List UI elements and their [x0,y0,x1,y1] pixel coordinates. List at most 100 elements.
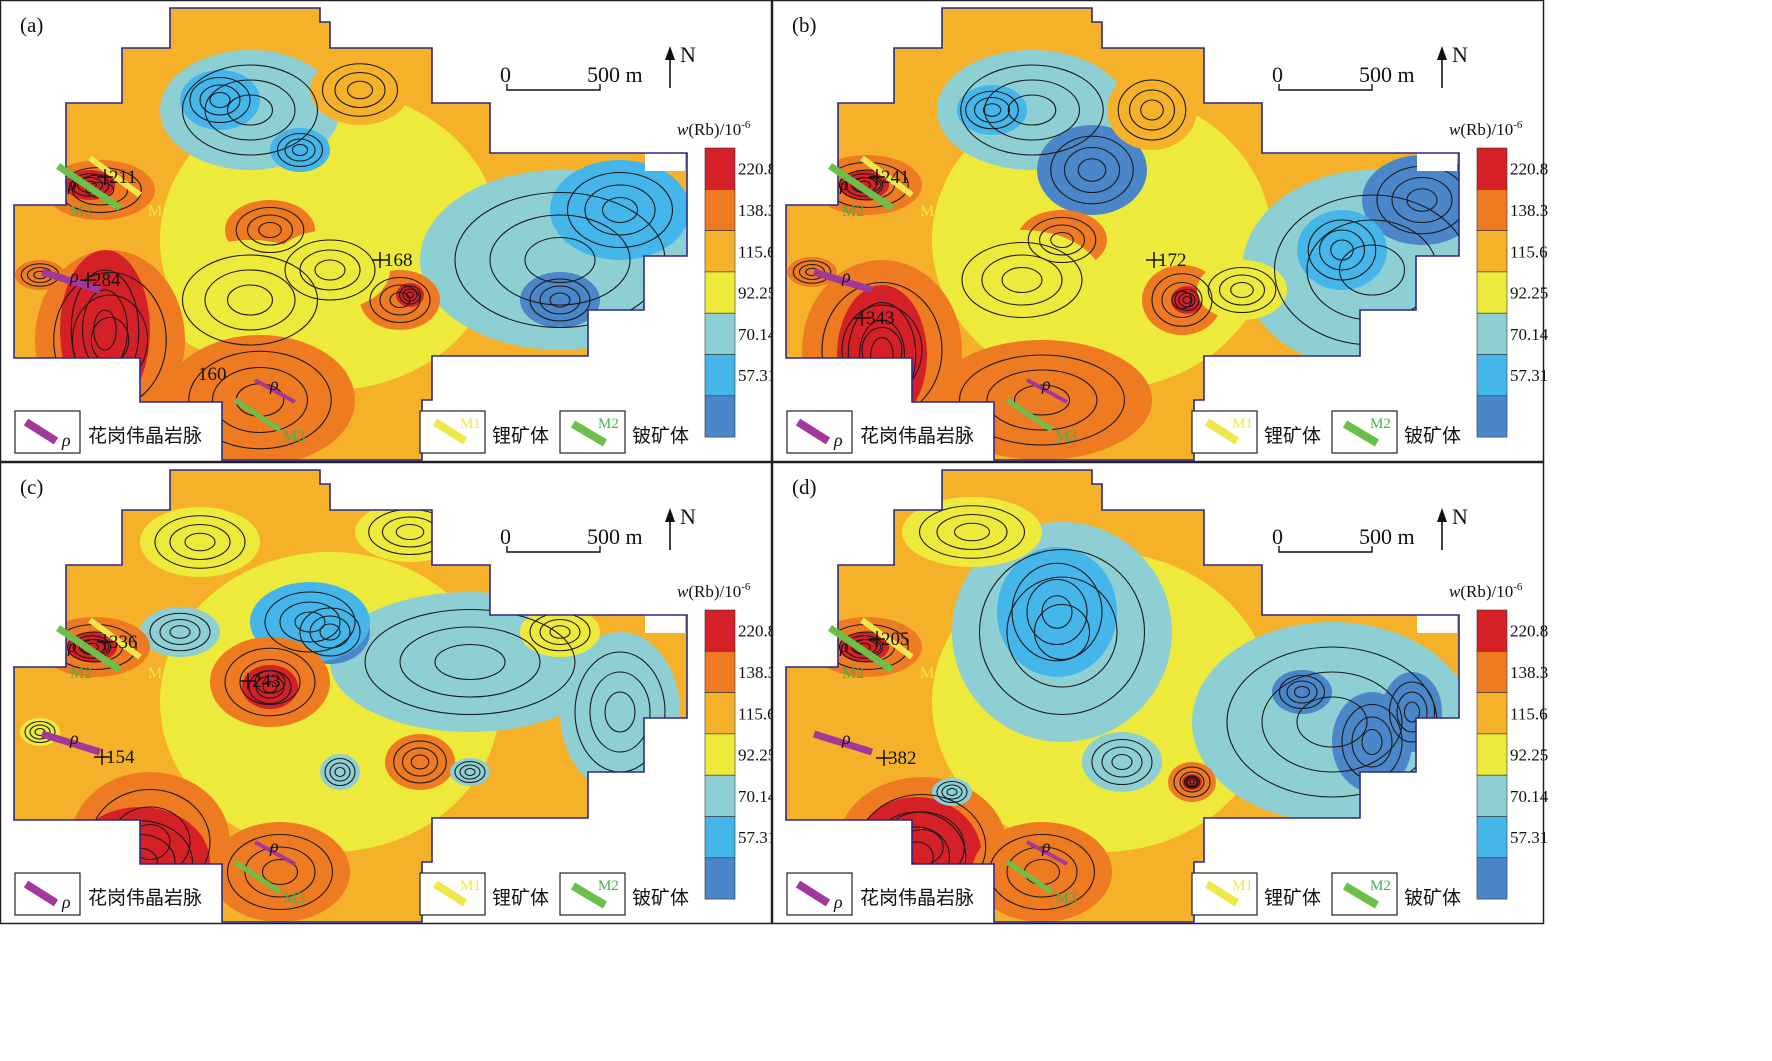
rb-contour-map [14,470,687,922]
vein-symbol: ρ [269,374,279,394]
anomaly-value: 168 [384,250,413,271]
anomaly-value: 154 [106,747,135,768]
key-lithium-label: 锂矿体 [492,425,549,447]
key-lithium: M1 锂矿体 [419,872,549,916]
legend-break-value: 57.31 [738,828,776,847]
legend-class-swatch [1476,692,1508,735]
legend-class-swatch [704,774,736,817]
svg-text:M1: M1 [460,416,481,432]
legend-class-swatch [1476,271,1508,314]
legend-class-swatch [1476,312,1508,355]
svg-text:M2: M2 [1370,878,1391,894]
legend-break-value: 115.6 [738,704,776,723]
key-pegmatite-label: 花岗伟晶岩脉 [860,425,974,447]
vein-symbol: ρ [839,636,849,656]
m3-label: M3 [1055,890,1077,907]
north-label: N [1452,42,1468,67]
legend-title: w(Rb)/10-6 [1449,119,1523,139]
key-pegmatite: ρ 花岗伟晶岩脉 [786,410,974,454]
legend-break-value: 70.14 [1510,787,1549,806]
pegmatite-vein [1026,840,1068,866]
study-area-outline [13,7,688,461]
anomaly-value: 205 [881,629,910,650]
key-pegmatite: ρ 花岗伟晶岩脉 [786,872,974,916]
legend-class-swatch [1476,651,1508,693]
legend-class-swatch [1476,816,1508,859]
m2-orebody [56,163,122,211]
anomaly-peak: 160 [198,364,227,385]
study-area-outline [785,469,1460,923]
anomaly-peak: 343 [854,308,895,329]
study-area-outline [13,469,688,923]
key-beryllium-label: 铍矿体 [632,887,689,909]
key-beryllium: M2 铍矿体 [559,872,689,916]
legend-class-swatch [1476,147,1508,190]
rb-legend: w(Rb)/10-6 220.8 138.3 115.6 92.25 70.14 57.31 [677,119,777,438]
legend-break-value: 57.31 [1510,828,1548,847]
scale-bar: 0 500 m [500,524,643,553]
m1-orebody [88,155,142,198]
scale-bar: 0 500 m [1272,524,1415,553]
legend-break-value: 57.31 [738,366,776,385]
legend-class-swatch [1476,189,1508,231]
legend-class-swatch [704,354,736,397]
m3-orebody [1005,859,1054,895]
anomaly-value: 243 [252,671,281,692]
unsampled-area [645,615,685,633]
unsampled-area [645,153,685,171]
panel-label: (b) [792,13,817,37]
m2-label: M2 [842,203,864,220]
vein-symbol: ρ [1041,836,1051,856]
legend-break-value: 220.8 [1510,622,1548,641]
legend-class-swatch [704,857,736,900]
anomaly-peak: 168 [372,250,413,271]
legend-title: w(Rb)/10-6 [677,581,751,601]
scale-start: 0 [1272,62,1283,87]
legend-class-swatch [1476,733,1508,776]
legend-class-swatch [1476,857,1508,900]
legend-class-swatch [704,651,736,693]
svg-text:ρ: ρ [833,892,843,912]
legend-break-value: 115.6 [1510,242,1548,261]
vein-symbol: ρ [841,728,851,748]
legend-break-value: 92.25 [1510,746,1548,765]
unsampled-area [1417,153,1457,171]
legend-class-swatch [1476,230,1508,273]
vein-symbol: ρ [269,836,279,856]
anomaly-peak: 336 [97,632,138,653]
anomaly-value: 172 [1158,250,1187,271]
key-beryllium-label: 铍矿体 [1404,887,1461,909]
m3-orebody [233,397,282,433]
legend-break-value: 70.14 [1510,325,1549,344]
key-lithium: M1 锂矿体 [1191,410,1321,454]
legend-class-swatch [1476,774,1508,817]
key-beryllium-label: 铍矿体 [1404,425,1461,447]
rb-contour-map [14,8,687,460]
ore-bodies: ρ ρ ρ M2 M1 M3 [812,617,1077,907]
legend-class-swatch [704,692,736,735]
anomaly-value: 336 [109,632,138,653]
scale-end: 500 m [1359,62,1415,87]
vein-symbol: ρ [1041,374,1051,394]
rb-legend: w(Rb)/10-6 220.8 138.3 115.6 92.25 70.14 57.31 [677,581,777,900]
vein-symbol: ρ [67,636,77,656]
key-pegmatite-label: 花岗伟晶岩脉 [860,887,974,909]
legend-class-swatch [704,395,736,438]
scale-bar: 0 500 m [500,62,643,91]
m1-orebody [88,617,142,660]
svg-text:M2: M2 [1370,416,1391,432]
svg-text:ρ: ρ [61,892,71,912]
ore-bodies: ρ ρ ρ M2 M1 M3 [40,617,305,907]
north-arrow-icon: N [665,42,696,88]
anomaly-peak: 284 [80,270,121,291]
pegmatite-vein [812,730,874,756]
anomaly-value: 241 [881,167,910,188]
anomaly-peak: 154 [94,747,135,768]
legend-title: w(Rb)/10-6 [1449,581,1523,601]
vein-symbol: ρ [841,266,851,286]
legend-title: w(Rb)/10-6 [677,119,751,139]
key-lithium: M1 锂矿体 [419,410,549,454]
legend-break-value: 92.25 [1510,284,1548,303]
panel-label: (a) [20,13,43,37]
